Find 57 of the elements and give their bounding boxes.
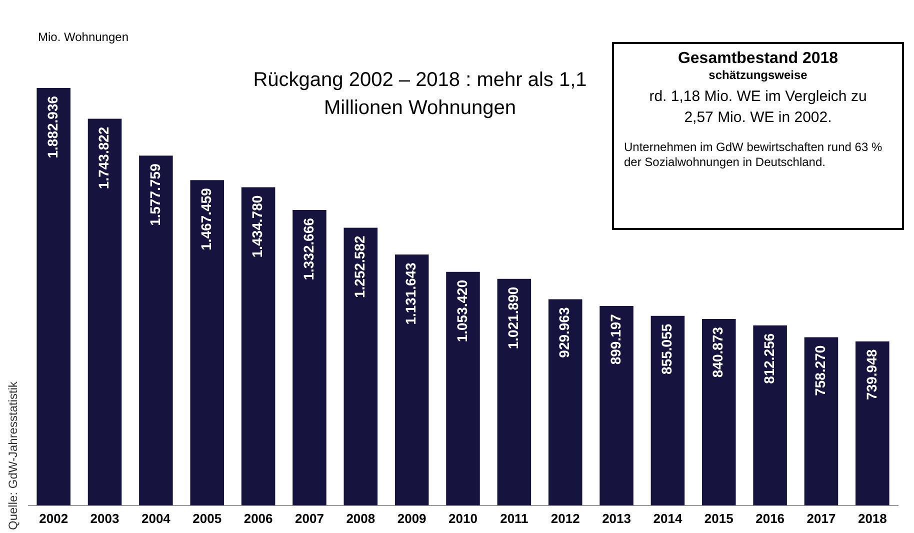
x-tick-label: 2006 [244,510,273,526]
source-note: Quelle: GdW-Jahresstatistik [6,382,20,530]
data-label: 1.434.780 [249,195,266,258]
bar [88,118,122,506]
data-label: 739.948 [863,349,880,400]
chart-title: Rückgang 2002 – 2018 : mehr als 1,1 Millionen Wohnungen [252,68,588,121]
bar [497,278,532,506]
x-tick-label: 2016 [756,510,785,526]
x-tick-label: 2009 [397,510,426,526]
data-label: 1.467.459 [198,188,214,250]
bar [600,306,634,506]
bar [394,254,429,506]
bar [190,180,224,506]
x-tick-label: 2011 [500,510,528,526]
bar [139,156,173,506]
bar [241,187,276,506]
bar [702,318,736,506]
data-label: 1.577.759 [146,163,163,226]
data-label: 855.055 [658,324,675,374]
bar [446,272,480,506]
x-tick-label: 2017 [806,510,836,526]
text-box: Gesamtbestand 2018 schätzungsweise rd. 1,18 Mio. WE im Vergleich zu 2,57 Mio. WE in 2002. Unternehmen im GdW bewirtschaften rund 63 % der Sozialwohnungen in Deutschland. [612,42,904,230]
y-axis-title: Mio. Wohnungen [38,30,129,44]
x-tick-label: 2014 [653,510,683,526]
data-label: 899.197 [607,314,624,365]
data-label: 840.873 [710,326,726,378]
bar [36,88,70,506]
x-tick-label: 2015 [704,510,734,526]
bar [548,299,582,506]
data-label: 929.963 [556,307,572,358]
x-tick-label: 2008 [346,510,376,526]
bar [804,337,838,506]
x-tick-label: 2004 [141,510,172,526]
x-tick-label: 2012 [550,510,580,526]
data-label: 1.332.666 [300,218,316,280]
data-label: 1.743.822 [96,126,112,190]
x-tick-label: 2002 [39,510,68,526]
x-tick-label: 2003 [90,510,120,526]
bar [344,228,378,506]
x-tick-label: 2007 [295,510,324,526]
bar [856,341,890,506]
x-tick-label: 2010 [448,510,478,526]
x-tick-label: 2005 [192,510,222,526]
bar [292,210,326,506]
data-label: 1.882.936 [44,96,60,158]
data-label: 1.053.420 [454,280,470,342]
data-label: 1.252.582 [352,236,368,298]
x-tick-label: 2013 [602,510,631,526]
annotation: Unternehmen im GdW bewirtschaften rund 63 % der Sozialwohnungen in Deutschland. [624,140,884,170]
bar [650,316,685,506]
data-label: 1.021.890 [505,286,522,350]
data-label: 1.131.643 [402,262,419,325]
data-label: 758.270 [812,345,828,396]
bar [753,325,787,506]
x-tick-label: 2018 [858,510,887,526]
annotation: rd. 1,18 Mio. WE im Vergleich zu 2,57 Mio. WE in 2002. [648,87,868,128]
data-label: 812.256 [760,333,777,384]
